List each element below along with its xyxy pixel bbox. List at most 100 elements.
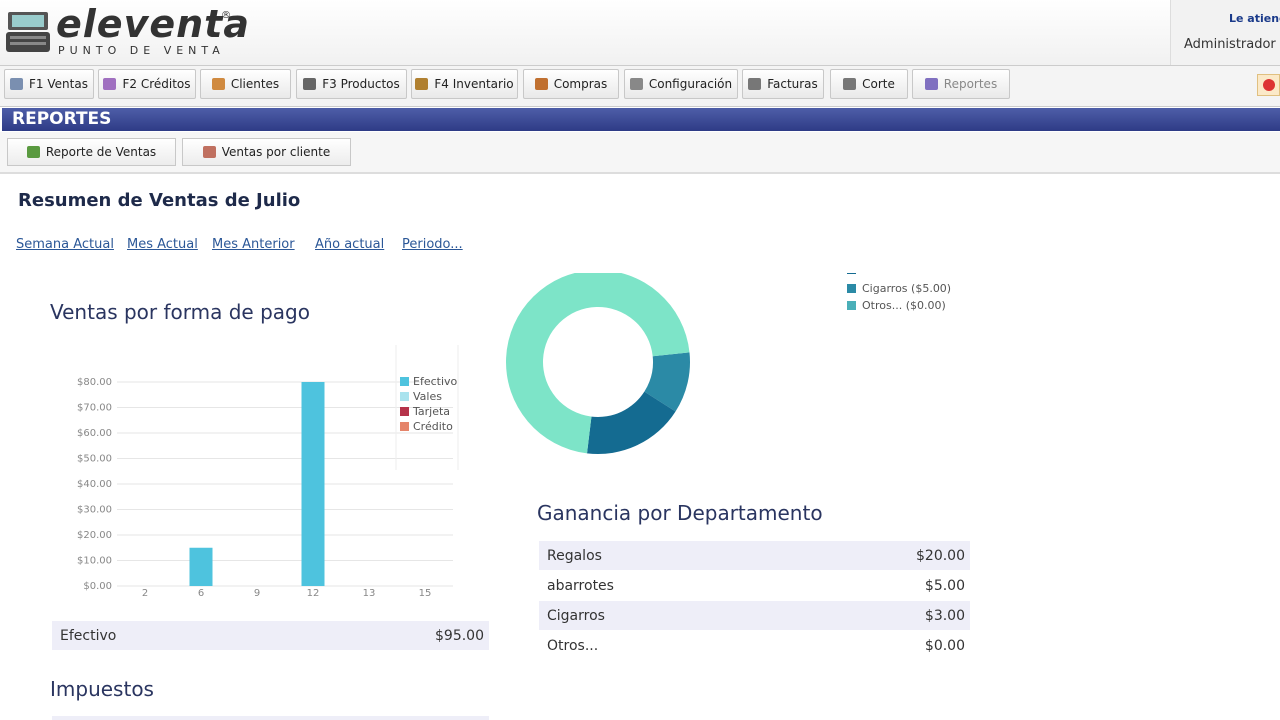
donut-slice [506,273,690,454]
button-label: Reportes [943,77,998,91]
x-tick-label: 12 [307,588,320,599]
cell-label: Cigarros [547,607,605,624]
period-link[interactable]: Año actual [315,237,385,252]
toolbar-button[interactable]: Clientes [200,69,291,99]
legend-label: Vales [413,390,442,403]
legend-label: Efectivo [413,375,458,388]
section-heading: Impuestos [50,677,154,701]
user-box [1170,0,1280,65]
table-title: Ganancia por Departamento [537,501,823,525]
x-tick-label: 13 [363,588,376,599]
y-tick-label: $80.00 [77,377,112,388]
y-tick-label: $70.00 [77,403,112,414]
y-tick-label: $0.00 [83,581,112,592]
legend-swatch [847,273,856,274]
legend-label: Cigarros ($5.00) [862,282,951,295]
x-tick-label: 2 [142,588,148,599]
legend-swatch [400,422,409,431]
legend-swatch [400,407,409,416]
table-row: Regalos $20.00 [539,541,970,570]
x-tick-label: 15 [419,588,432,599]
button-icon [629,78,643,90]
y-tick-label: $60.00 [77,428,112,439]
toolbar-button[interactable]: F4 Inventario [411,69,518,99]
legend-swatch [400,392,409,401]
table-row: Cigarros $3.00 [539,601,970,630]
toolbar-button[interactable]: F2 Créditos [98,69,196,99]
logo-icon [6,12,50,52]
button-icon [843,78,857,90]
cell-value: $5.00 [924,577,965,594]
button-label: Reporte de Ventas [45,145,157,159]
report-button[interactable]: Reporte de Ventas [7,138,176,166]
x-tick-label: 9 [254,588,260,599]
toolbar-button[interactable]: Corte [830,69,908,99]
logo-subtitle: PUNTO DE VENTA [58,44,225,57]
period-link[interactable]: Mes Anterior [212,237,295,252]
button-label: Configuración [648,77,733,91]
toolbar-button[interactable]: Configuración [624,69,738,99]
button-label: F4 Inventario [434,77,514,91]
donut-slice [644,352,690,412]
bar-chart: $0.00 $10.00 $20.00 $30.00 $40.00 $50.00 $60.0… [77,345,459,599]
button-label: Corte [862,77,895,91]
cell-value: $3.00 [924,607,965,624]
report-button[interactable]: Ventas por cliente [182,138,351,166]
button-label: Compras [553,77,608,91]
y-tick-label: $50.00 [77,454,112,465]
cell-label: Otros... [547,637,599,654]
button-icon [10,78,24,90]
button-label: F2 Créditos [122,77,191,91]
period-link[interactable]: Periodo... [402,237,463,252]
table-row: Otros... $0.00 [539,631,970,660]
bar [189,547,213,586]
button-icon [748,78,762,90]
period-link[interactable]: Mes Actual [127,237,198,252]
row-value: $95.00 [435,627,484,644]
legend-label: Tarjeta [412,405,450,418]
cell-label: abarrotes [547,577,614,594]
button-icon [103,78,117,90]
button-label: F1 Ventas [29,77,88,91]
logo-mark: ® [221,10,231,21]
summary-title: Resumen de Ventas de Julio [18,190,301,211]
button-icon [26,146,40,158]
toolbar-button[interactable]: F3 Productos [296,69,407,99]
section-title: REPORTES [2,108,1280,131]
button-icon [303,78,317,90]
button-icon [211,78,225,90]
chart-title: Ventas por forma de pago [50,300,310,324]
button-label: Facturas [767,77,818,91]
logo: eleventa [56,2,250,46]
legend-swatch [847,301,856,310]
button-icon [924,78,938,90]
button-label: Ventas por cliente [221,145,331,159]
button-icon [202,146,216,158]
donut-chart: Cigarros ($5.00) Otros... ($0.00) [506,273,951,454]
cell-value: $0.00 [924,637,965,654]
legend-label: Crédito [413,420,453,433]
button-icon [415,78,429,90]
user-label: Le atiend [1229,12,1280,25]
summary-row: Efectivo $95.00 [52,621,489,650]
button-icon [534,78,548,90]
legend-swatch [400,377,409,386]
button-label: Clientes [230,77,280,91]
button-label: F3 Productos [322,77,400,91]
legend-swatch [847,284,856,293]
legend-label: Otros... ($0.00) [862,299,946,312]
cell-value: $20.00 [916,547,965,564]
toolbar-button[interactable]: Compras [523,69,619,99]
toolbar-button[interactable]: Reportes [912,69,1010,99]
toolbar-button[interactable]: F1 Ventas [4,69,94,99]
header [0,0,1280,66]
cell-label: Regalos [547,547,602,564]
user-name: Administrador d [1184,37,1280,52]
period-link[interactable]: Semana Actual [16,237,114,252]
toolbar-button[interactable]: Facturas [742,69,824,99]
bar [301,382,325,586]
row-label: Efectivo [60,627,117,644]
x-tick-label: 6 [198,588,204,599]
alert-button[interactable] [1257,74,1280,96]
